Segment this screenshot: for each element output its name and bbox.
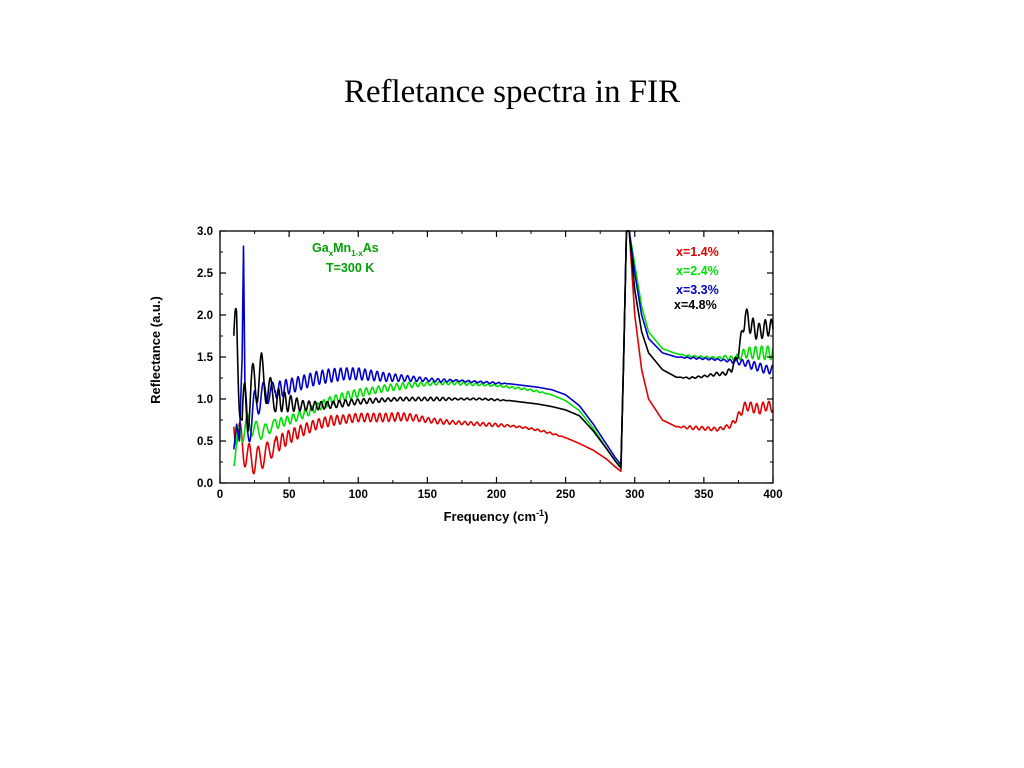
x-axis-title-main: Frequency (cm	[444, 509, 536, 524]
x-tick-label: 150	[418, 489, 437, 501]
y-tick-label: 3.0	[197, 226, 213, 238]
y-tick-label: 2.5	[197, 268, 214, 280]
x-tick-label: 350	[694, 489, 713, 501]
x-tick-label: 250	[556, 489, 575, 501]
series-curves	[233, 230, 774, 475]
legend-entry: x=1.4%	[676, 245, 719, 259]
y-tick-label: 0.0	[197, 478, 213, 490]
legend-entry: x=4.8%	[674, 298, 717, 312]
y-axis-title: Reflectance (a.u.)	[148, 296, 163, 404]
annot-as: As	[363, 241, 379, 255]
annotation-formula: GaxMn1-xAs	[312, 241, 379, 258]
x-tick-label: 0	[217, 489, 223, 501]
y-tick-label: 2.0	[197, 310, 213, 322]
x-tick-label: 400	[763, 489, 782, 501]
slide-title: Refletance spectra in FIR	[343, 74, 681, 110]
y-tick-label: 1.5	[197, 352, 214, 364]
x-tick-label: 100	[349, 489, 368, 501]
x-tick-label: 200	[487, 489, 506, 501]
composition-annotation: GaxMn1-xAs T=300 K	[312, 241, 379, 275]
annot-sub-x: x	[329, 249, 334, 258]
x-axis-title-end: )	[544, 509, 548, 524]
series-line	[233, 230, 774, 466]
series-line	[233, 230, 774, 468]
annot-sub-1x: 1-x	[351, 249, 363, 258]
legend-entry: x=3.3%	[676, 283, 719, 297]
series-line	[233, 230, 774, 475]
x-tick-label: 50	[283, 489, 296, 501]
legend-entry: x=2.4%	[676, 264, 719, 278]
x-axis-title: Frequency (cm-1)	[444, 508, 549, 524]
y-tick-label: 1.0	[197, 394, 213, 406]
x-axis-title-sup: -1	[536, 508, 544, 518]
annotation-temperature: T=300 K	[326, 261, 374, 275]
annot-mn: Mn	[333, 241, 351, 255]
axis-ticks: 0 50 100 150 200 250 300 350 400 0.0 0.5 1.0 1.5 2.0 2…	[197, 226, 783, 501]
x-tick-label: 300	[625, 489, 644, 501]
y-tick-label: 0.5	[197, 436, 214, 448]
legend: x=1.4% x=2.4% x=3.3%x=4.8%	[674, 245, 719, 312]
series-line	[233, 230, 774, 469]
annot-ga: Ga	[312, 241, 330, 255]
